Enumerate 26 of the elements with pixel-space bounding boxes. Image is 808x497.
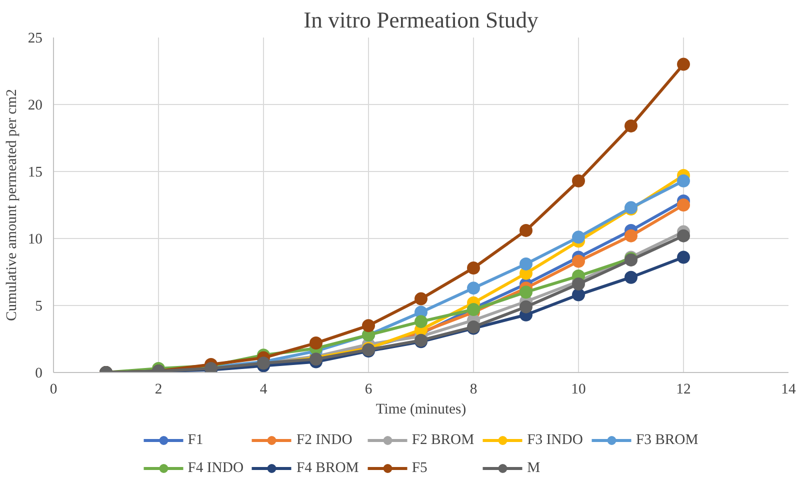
y-axis-title: Cumulative amount permeated per cm2 — [4, 89, 20, 321]
legend-label: F3 INDO — [527, 432, 583, 448]
x-axis-title: Time (minutes) — [376, 402, 466, 418]
x-tick-label: 6 — [364, 382, 372, 398]
x-tick-label: 2 — [154, 382, 162, 398]
legend-label: F5 — [412, 460, 428, 476]
y-tick-label: 0 — [35, 366, 42, 382]
x-tick-label: 12 — [676, 382, 691, 398]
legend-label: F4 BROM — [296, 460, 359, 476]
legend-label: F1 — [188, 432, 204, 448]
legend-label: F2 INDO — [296, 432, 352, 448]
x-tick-label: 10 — [571, 382, 586, 398]
y-tick-label: 15 — [28, 164, 42, 180]
x-tick-label: 14 — [781, 382, 796, 398]
legend-label: F3 BROM — [636, 432, 698, 448]
x-tick-label: 0 — [50, 382, 58, 398]
legend-label: F4 INDO — [188, 460, 244, 476]
y-tick-label: 20 — [28, 98, 42, 114]
chart-title: In vitro Permeation Study — [304, 8, 540, 32]
legend-label: M — [527, 460, 542, 476]
x-tick-label: 8 — [470, 382, 478, 398]
y-tick-label: 10 — [28, 232, 42, 248]
y-tick-label: 5 — [35, 298, 42, 314]
legend-label: F2 BROM — [412, 432, 474, 448]
x-tick-label: 4 — [260, 382, 268, 398]
y-tick-label: 25 — [28, 30, 42, 46]
